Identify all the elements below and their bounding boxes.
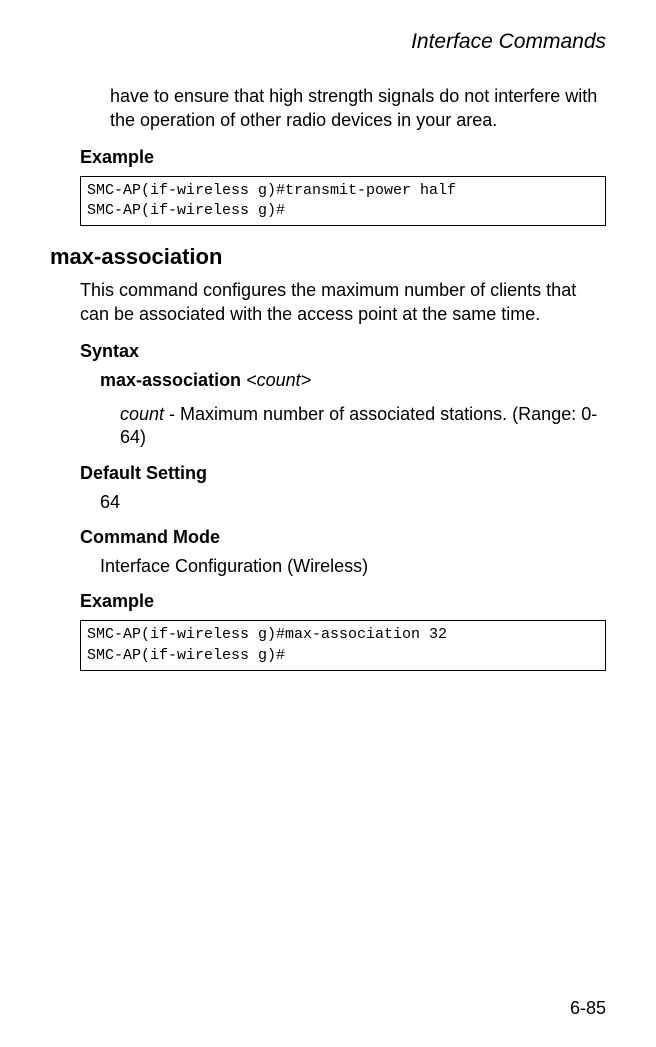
page-container: Interface Commands have to ensure that h… — [0, 0, 656, 1047]
example-label-1: Example — [80, 147, 606, 168]
syntax-label: Syntax — [80, 341, 606, 362]
example-code-1: SMC-AP(if-wireless g)#transmit-power hal… — [80, 176, 606, 227]
syntax-command: max-association — [100, 370, 241, 390]
command-description: This command configures the maximum numb… — [80, 278, 606, 327]
syntax-line: max-association <count> — [100, 370, 606, 391]
continuation-paragraph: have to ensure that high strength signal… — [110, 84, 606, 133]
code-line: SMC-AP(if-wireless g)# — [87, 202, 285, 219]
default-setting-label: Default Setting — [80, 463, 606, 484]
syntax-argument: <count> — [246, 370, 311, 390]
code-line: SMC-AP(if-wireless g)#max-association 32 — [87, 626, 447, 643]
default-setting-value: 64 — [100, 492, 606, 513]
page-number: 6-85 — [570, 998, 606, 1019]
header-title: Interface Commands — [50, 30, 606, 54]
example-label-2: Example — [80, 591, 606, 612]
param-desc-text: - Maximum number of associated stations.… — [120, 404, 597, 447]
param-description: count - Maximum number of associated sta… — [120, 403, 606, 450]
param-name: count — [120, 404, 164, 424]
command-heading: max-association — [50, 244, 606, 270]
code-line: SMC-AP(if-wireless g)# — [87, 647, 285, 664]
example-code-2: SMC-AP(if-wireless g)#max-association 32… — [80, 620, 606, 671]
command-mode-value: Interface Configuration (Wireless) — [100, 556, 606, 577]
command-mode-label: Command Mode — [80, 527, 606, 548]
code-line: SMC-AP(if-wireless g)#transmit-power hal… — [87, 182, 456, 199]
